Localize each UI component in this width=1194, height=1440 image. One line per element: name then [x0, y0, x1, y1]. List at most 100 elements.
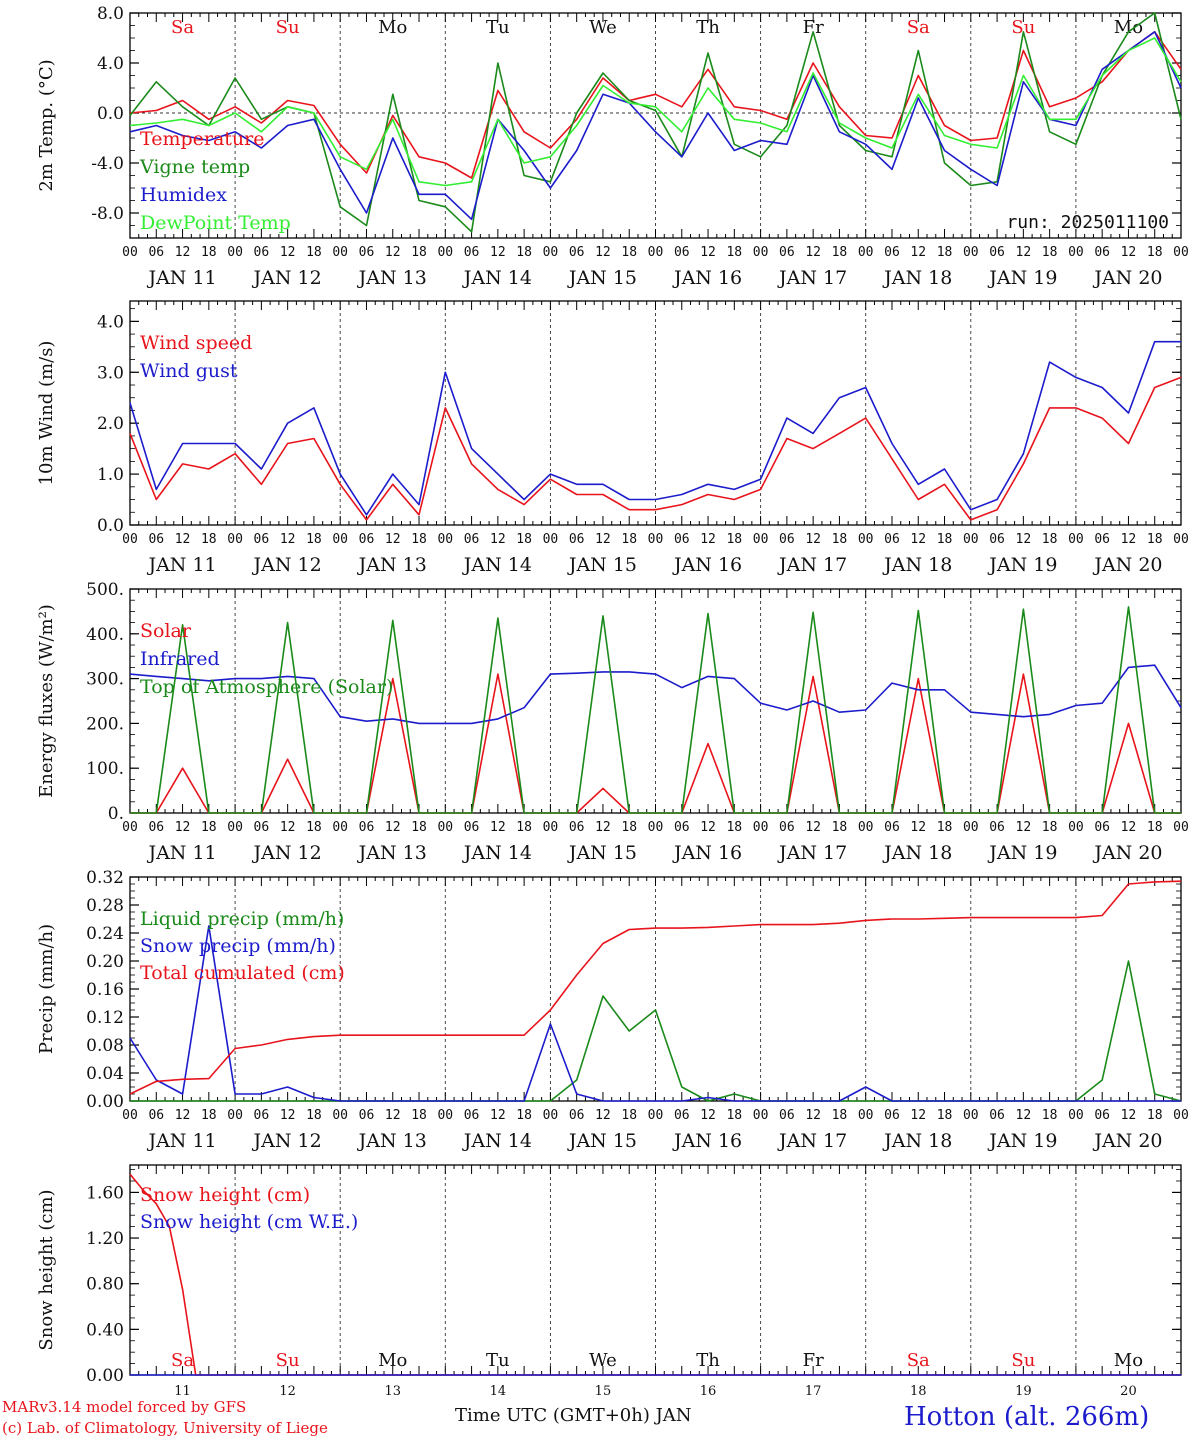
legend-entry: Humidex: [140, 184, 227, 206]
hour-tick-label: 12: [1016, 245, 1032, 260]
hour-tick-label: 00: [753, 820, 769, 835]
hour-tick-label: 12: [700, 820, 716, 835]
hour-tick-label: 12: [595, 532, 611, 547]
hour-tick-label: 06: [148, 820, 164, 835]
hour-tick-label: 06: [569, 1108, 585, 1123]
hour-tick-label: 00: [963, 820, 979, 835]
weekday-name: Su: [1011, 1350, 1035, 1371]
hour-tick-label: 18: [1147, 245, 1163, 260]
hour-tick-label: 12: [910, 820, 926, 835]
hour-tick-label: 06: [254, 820, 270, 835]
hour-tick-label: 06: [884, 245, 900, 260]
day-label: JAN 14: [462, 267, 532, 289]
day-label: JAN 11: [146, 554, 216, 576]
hour-tick-label: 18: [1147, 1108, 1163, 1123]
series-line-4-3: [129, 880, 1182, 1095]
hour-tick-label: 00: [122, 820, 138, 835]
day-label: JAN 17: [777, 842, 847, 864]
hour-tick-label: 12: [700, 532, 716, 547]
day-label: JAN 15: [567, 1130, 637, 1152]
hour-tick-label: 12: [175, 245, 191, 260]
day-label: JAN 12: [252, 267, 322, 289]
day-label: JAN 12: [252, 842, 322, 864]
hour-tick-label: 00: [858, 1108, 874, 1123]
hour-tick-label: 12: [910, 532, 926, 547]
y-tick-label: 200.: [86, 714, 124, 734]
hour-tick-label: 12: [595, 245, 611, 260]
station-title: Hotton (alt. 266m): [904, 1402, 1150, 1432]
hour-tick-label: 18: [1042, 245, 1058, 260]
weekday-name: Mo: [378, 17, 407, 38]
hour-tick-label: 06: [779, 1108, 795, 1123]
day-label: JAN 17: [777, 267, 847, 289]
y-tick-label: 0.00: [86, 1092, 124, 1112]
hour-tick-label: 12: [490, 820, 506, 835]
day-label: JAN 11: [146, 267, 216, 289]
date-tick-label: 13: [384, 1384, 401, 1399]
y-tick-label: -4.0: [91, 154, 124, 174]
hour-tick-label: 00: [858, 245, 874, 260]
y-tick-label: 1.0: [97, 465, 124, 485]
hour-tick-label: 00: [1173, 532, 1189, 547]
weekday-name: Mo: [1114, 1350, 1143, 1371]
hour-tick-label: 18: [411, 1108, 427, 1123]
y-tick-label: 0.80: [86, 1275, 124, 1295]
hour-tick-label: 00: [648, 820, 664, 835]
hour-tick-label: 06: [674, 532, 690, 547]
legend-entry: Solar: [140, 620, 192, 642]
weekday-name: Su: [1011, 17, 1035, 38]
day-label: JAN 15: [567, 554, 637, 576]
day-label: JAN 13: [357, 1130, 427, 1152]
date-tick-label: 17: [805, 1384, 822, 1399]
y-tick-label: 4.0: [97, 54, 124, 74]
series-line-4-2: [129, 925, 1181, 1102]
hour-tick-label: 18: [1042, 532, 1058, 547]
hour-tick-label: 12: [700, 1108, 716, 1123]
hour-tick-label: 00: [227, 1108, 243, 1123]
hour-tick-label: 00: [1173, 820, 1189, 835]
hour-tick-label: 18: [306, 532, 322, 547]
hour-tick-label: 18: [201, 1108, 217, 1123]
day-label: JAN 12: [252, 554, 322, 576]
date-tick-label: 19: [1015, 1384, 1032, 1399]
weekday-name: Tu: [486, 1350, 510, 1371]
chart-panel-5: 1.60 1.20 0.80 0.40 0.00 Snow height (cm) Sa Su…: [36, 1164, 1182, 1399]
hour-tick-label: 18: [201, 820, 217, 835]
day-label: JAN 16: [672, 1130, 742, 1152]
hour-tick-label: 18: [832, 532, 848, 547]
hour-tick-label: 12: [1121, 245, 1137, 260]
hour-tick-label: 00: [332, 245, 348, 260]
hour-tick-label: 12: [595, 820, 611, 835]
hour-tick-label: 18: [411, 820, 427, 835]
weekday-name: Th: [696, 17, 720, 38]
hour-tick-label: 18: [621, 820, 637, 835]
hour-tick-label: 00: [648, 532, 664, 547]
hour-tick-label: 06: [1094, 245, 1110, 260]
day-label: JAN 14: [462, 842, 532, 864]
hour-tick-label: 12: [1121, 1108, 1137, 1123]
day-label: JAN 19: [987, 267, 1057, 289]
hour-tick-label: 12: [280, 532, 296, 547]
hour-tick-label: 00: [1068, 820, 1084, 835]
hour-tick-label: 00: [437, 245, 453, 260]
hour-tick-label: 06: [569, 532, 585, 547]
hour-tick-label: 18: [726, 532, 742, 547]
y-tick-label: -8.0: [91, 204, 124, 224]
hour-tick-label: 18: [621, 245, 637, 260]
weekday-name: We: [589, 1350, 617, 1371]
hour-tick-label: 18: [306, 1108, 322, 1123]
y-tick-label: 0.28: [86, 896, 124, 916]
hour-tick-label: 00: [227, 532, 243, 547]
lab-credit: (c) Lab. of Climatology, University of L…: [2, 1419, 328, 1437]
y-axis-label: Energy fluxes (W/m²): [36, 604, 57, 798]
y-tick-label: 0.08: [86, 1036, 124, 1056]
weekday-name: Sa: [171, 17, 194, 38]
day-label: JAN 13: [357, 842, 427, 864]
hour-tick-label: 18: [1042, 1108, 1058, 1123]
hour-tick-label: 06: [148, 245, 164, 260]
hour-tick-label: 06: [359, 1108, 375, 1123]
hour-tick-label: 06: [779, 245, 795, 260]
day-label: JAN 15: [567, 267, 637, 289]
weekday-name: Su: [276, 1350, 300, 1371]
day-label: JAN 18: [882, 554, 952, 576]
